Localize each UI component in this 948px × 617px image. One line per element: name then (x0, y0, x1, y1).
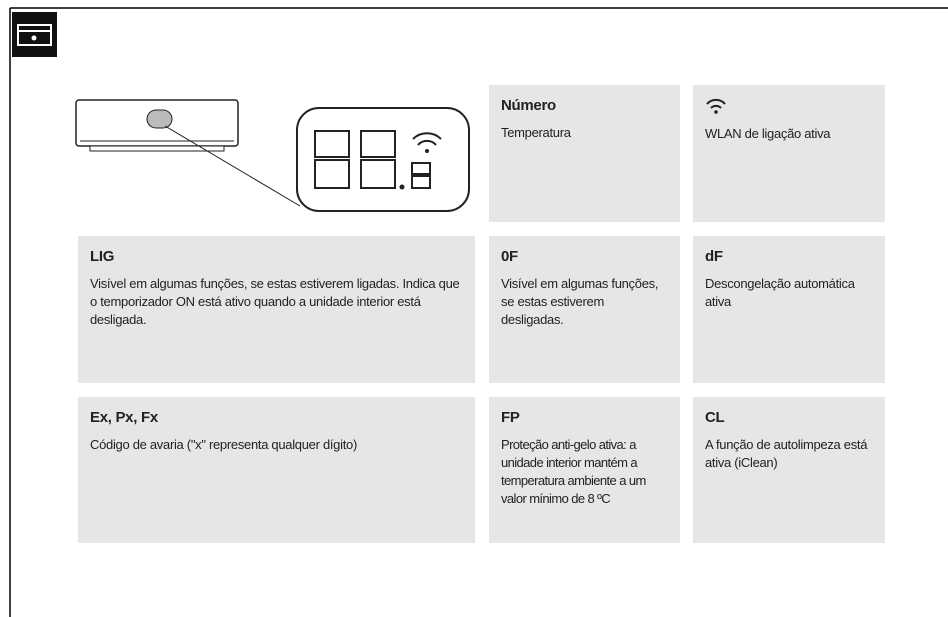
cell-text: Descongelação automática ativa (705, 276, 855, 309)
cell-title: LIG (90, 248, 115, 265)
cell: CL A função de autolimpeza está ativa (iC… (693, 397, 885, 543)
cell: 0F Visível em algumas funções, se estas e… (489, 236, 680, 383)
cell-title: dF (705, 248, 723, 265)
cell-text: Visível em algumas funções, se estas est… (90, 276, 460, 327)
cell: Ex, Px, Fx Código de avaria ("x" represen… (78, 397, 475, 543)
cell-text: Proteção anti-gelo ativa: a unidade inte… (501, 437, 646, 506)
cell: dF Descongelação automática ativa (693, 236, 885, 383)
cell-title: Ex, Px, Fx (90, 409, 158, 426)
cell-text: Código de avaria ("x" representa qualque… (90, 437, 357, 452)
cell-text: A função de autolimpeza está ativa (iCle… (705, 437, 868, 470)
cell-title: 0F (501, 248, 518, 265)
cell: FP Proteção anti-gelo ativa: a unidade in… (489, 397, 680, 543)
cell-text: Temperatura (501, 125, 571, 140)
wifi-icon (706, 98, 726, 114)
cell-title: FP (501, 409, 520, 426)
cell-text: WLAN de ligação ativa (705, 126, 831, 141)
cell-text: Visível em algumas funções, se estas est… (501, 276, 659, 327)
cell: Número Temperatura (489, 85, 680, 222)
cell-title: Número (501, 97, 556, 114)
cell-title: CL (705, 409, 725, 426)
cell: LIG Visível em algumas funções, se estas … (78, 236, 475, 383)
cell: WLAN de ligação ativa (693, 85, 885, 222)
